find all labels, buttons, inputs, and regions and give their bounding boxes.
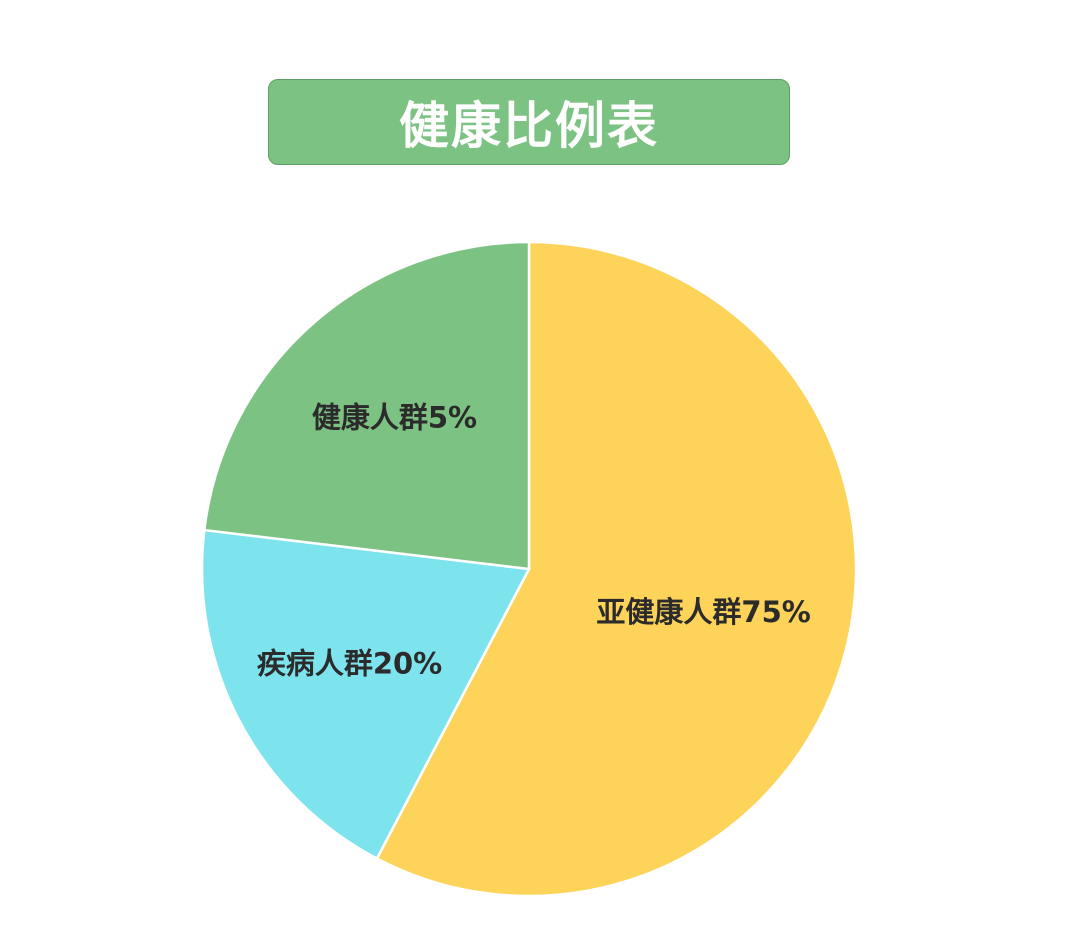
pie-slice-2	[202, 240, 531, 571]
slice-label-0: 亚健康人群75%	[596, 595, 810, 629]
chart-title: 健康比例表	[399, 97, 659, 155]
slice-label-2: 健康人群5%	[312, 400, 477, 434]
pie-slice-1	[200, 528, 531, 861]
pie-slice-0	[375, 240, 858, 898]
chart-title-box: 健康比例表	[268, 79, 790, 165]
slice-label-1: 疾病人群20%	[257, 646, 442, 680]
